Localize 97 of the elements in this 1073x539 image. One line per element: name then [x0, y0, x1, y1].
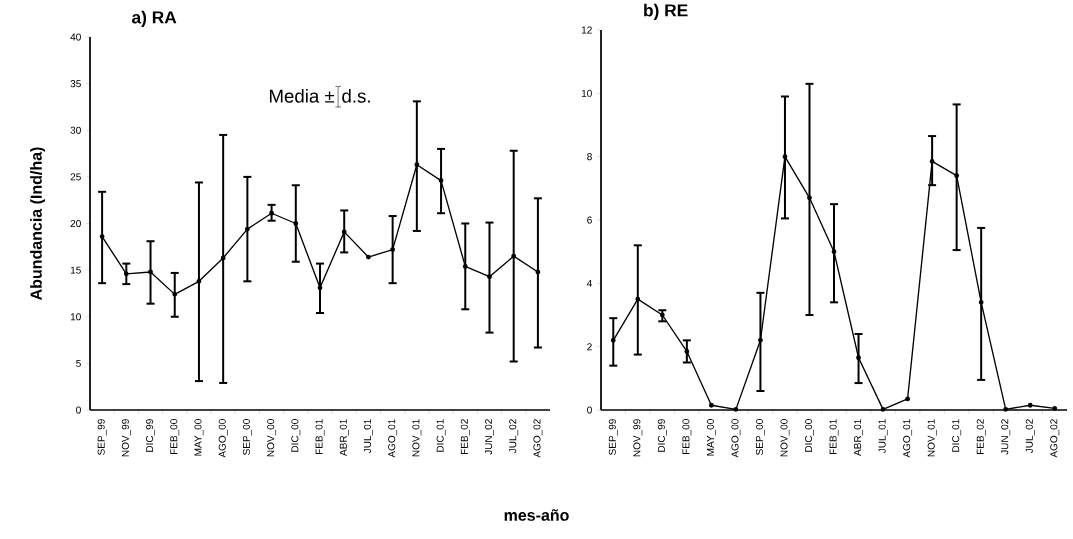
point	[733, 406, 739, 412]
y-tick-label: 40	[70, 33, 81, 41]
point	[123, 271, 129, 277]
y-tick-label: 10	[581, 89, 592, 97]
x-tick-label: SEP_00	[242, 419, 252, 455]
x-tick-label: SEP_00	[755, 419, 765, 455]
x-tick-label: AGO_00	[731, 419, 741, 458]
annotation: Media ±	[269, 89, 335, 103]
y-tick-label: 0	[587, 406, 592, 414]
x-tick-label: NOV_99	[121, 419, 131, 457]
y-tick-label: 4	[586, 279, 593, 287]
point	[172, 291, 178, 297]
point	[511, 253, 517, 259]
point	[196, 278, 202, 284]
point	[610, 337, 616, 343]
point	[99, 234, 105, 239]
point	[807, 195, 812, 201]
point	[708, 402, 714, 408]
x-tick-label: ABR_01	[854, 419, 864, 456]
x-tick-label: DIC_01	[952, 419, 962, 452]
y-tick-label: 0	[76, 406, 81, 414]
x-tick-label: AGO_02	[533, 419, 543, 458]
x-tick-label: NOV_01	[927, 419, 937, 457]
y-tick-label: 30	[70, 126, 81, 134]
y-tick-label: 25	[70, 173, 81, 181]
point	[758, 337, 763, 343]
point	[462, 263, 468, 269]
point	[929, 159, 935, 164]
x-tick-label: AGO_02	[1050, 419, 1060, 458]
point	[856, 355, 861, 361]
point	[978, 299, 984, 305]
point	[954, 173, 960, 179]
point	[390, 247, 396, 253]
y-tick-label: 20	[70, 219, 81, 228]
point	[366, 254, 371, 260]
x-tick-label: DIC_00	[805, 419, 814, 452]
x-tick-label: AGO_01	[903, 419, 913, 458]
x-axis-title: mes-año	[504, 509, 569, 521]
y-axis-title: Abundancia (Ind/ha)	[30, 147, 46, 300]
point	[438, 178, 444, 184]
y-tick-label: 8	[587, 153, 592, 161]
point	[220, 255, 226, 261]
annotation: d.s.	[342, 89, 370, 103]
x-tick-label: MAY_00	[194, 419, 204, 456]
x-tick-label: AGO_00	[218, 419, 228, 458]
x-tick-label: JUL_01	[878, 419, 888, 454]
x-tick-label: DIC_99	[146, 419, 156, 452]
point	[880, 406, 886, 412]
y-tick-label: 2	[587, 343, 592, 351]
point	[487, 274, 492, 280]
x-tick-label: DIC_01	[436, 419, 446, 452]
x-tick-label: JUL_01	[363, 419, 373, 454]
y-tick-label: 10	[70, 313, 81, 321]
point	[244, 226, 250, 232]
chart-title: b) RE	[644, 3, 688, 20]
point	[293, 221, 299, 226]
point	[635, 296, 641, 302]
y-tick-label: 15	[70, 266, 81, 274]
point	[535, 269, 541, 275]
x-tick-label: ABR_01	[339, 419, 349, 456]
y-tick-label: 5	[76, 359, 81, 367]
point	[1027, 402, 1033, 408]
point	[684, 349, 690, 354]
point	[782, 154, 788, 160]
point	[414, 162, 420, 168]
point	[148, 269, 153, 275]
y-tick-label: 6	[587, 216, 592, 224]
x-tick-label: JUN_02	[484, 419, 494, 455]
x-tick-label: NOV_00	[267, 419, 277, 457]
point	[269, 210, 274, 216]
x-tick-label: FEB_02	[460, 419, 470, 455]
x-tick-label: FEB_00	[170, 419, 180, 455]
x-tick-label: FEB_02	[976, 419, 986, 455]
x-tick-label: JUL_02	[1025, 419, 1035, 454]
x-tick-label: FEB_00	[682, 419, 692, 455]
x-tick-label: MAY_00	[706, 419, 716, 456]
x-tick-label: SEP_99	[97, 419, 107, 455]
point	[905, 396, 910, 402]
x-tick-label: DIC_00	[291, 419, 301, 452]
x-tick-label: DIC_99	[657, 419, 667, 452]
x-tick-label: JUL_02	[509, 419, 519, 454]
y-tick-label: 35	[70, 80, 81, 88]
x-tick-label: AGO_01	[388, 419, 398, 458]
x-tick-label: NOV_01	[412, 419, 422, 457]
x-tick-label: NOV_00	[780, 419, 790, 457]
y-tick-label: 12	[581, 26, 592, 34]
point	[1003, 406, 1009, 412]
point	[341, 229, 347, 235]
point	[317, 285, 323, 291]
x-tick-label: SEP_99	[608, 419, 618, 455]
chart-title: a) RA	[132, 10, 177, 27]
x-tick-label: JUN_02	[1001, 419, 1011, 455]
point	[831, 249, 837, 255]
point	[1052, 406, 1058, 411]
x-tick-label: NOV_99	[633, 419, 643, 457]
x-tick-label: FEB_01	[829, 419, 839, 455]
x-tick-label: FEB_01	[315, 419, 325, 455]
